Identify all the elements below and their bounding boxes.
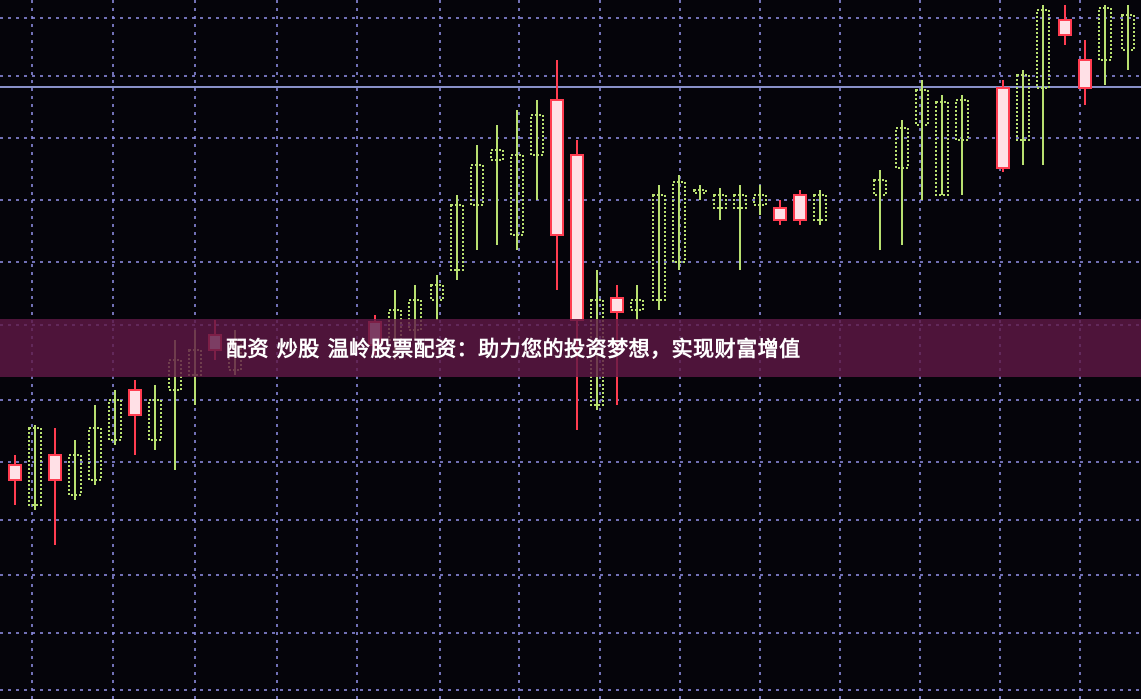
candle-body bbox=[8, 464, 22, 481]
candle-body bbox=[915, 89, 929, 126]
candle-body bbox=[1078, 59, 1092, 89]
candle-body bbox=[128, 389, 142, 416]
candle-body bbox=[28, 427, 42, 506]
candle-body bbox=[550, 99, 564, 236]
candle-body bbox=[793, 194, 807, 221]
candle-body bbox=[753, 194, 767, 206]
candle-body bbox=[108, 399, 122, 441]
candle-body bbox=[813, 194, 827, 221]
title-banner: 配资 炒股 温岭股票配资：助力您的投资梦想，实现财富增值 bbox=[0, 319, 1141, 377]
candle-body bbox=[530, 114, 544, 156]
candle-body bbox=[935, 101, 949, 196]
candle-body bbox=[713, 194, 727, 209]
candle-body bbox=[68, 454, 82, 496]
candle-body bbox=[610, 297, 624, 313]
candle-body bbox=[510, 154, 524, 236]
candle-body bbox=[955, 99, 969, 141]
candle-body bbox=[570, 154, 584, 321]
candle-body bbox=[996, 87, 1010, 169]
candle-body bbox=[430, 284, 444, 301]
candle-body bbox=[1058, 19, 1072, 36]
banner-title: 配资 炒股 温岭股票配资：助力您的投资梦想，实现财富增值 bbox=[226, 337, 801, 361]
candle-body bbox=[773, 207, 787, 221]
candle-body bbox=[1098, 7, 1112, 61]
candle-body bbox=[470, 164, 484, 206]
candle-body bbox=[1016, 74, 1030, 141]
candle-body bbox=[672, 181, 686, 263]
candle-body bbox=[450, 204, 464, 271]
candle-body bbox=[88, 427, 102, 481]
candle-body bbox=[148, 399, 162, 441]
candle-body bbox=[873, 179, 887, 196]
candle-body bbox=[733, 194, 747, 209]
candle-body bbox=[693, 189, 707, 194]
candle-body bbox=[490, 149, 504, 161]
candle-body bbox=[1036, 9, 1050, 89]
candle-body bbox=[895, 127, 909, 169]
candle-body bbox=[48, 454, 62, 481]
candle-body bbox=[652, 194, 666, 301]
candle-body bbox=[1121, 14, 1135, 51]
candle-body bbox=[630, 299, 644, 311]
